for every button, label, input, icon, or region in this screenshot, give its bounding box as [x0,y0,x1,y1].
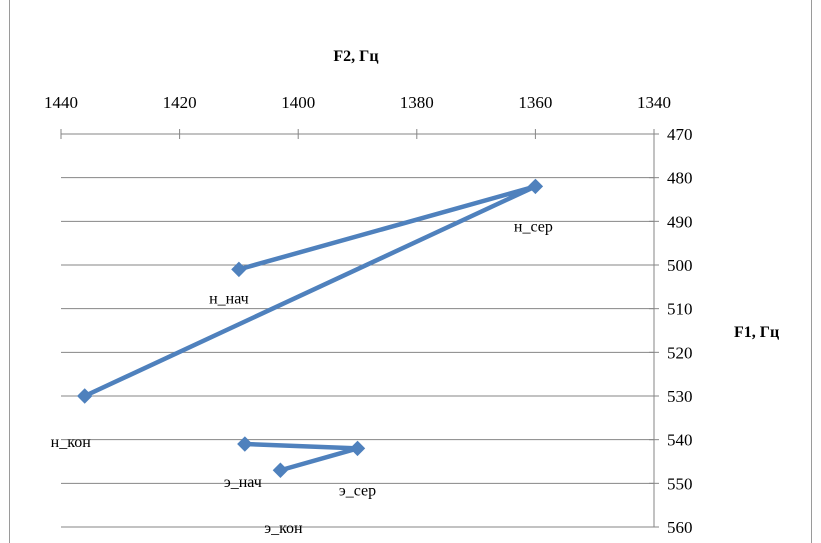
y-tick-label: 500 [667,256,693,275]
data-label: э_кон [264,520,303,537]
x-tick-label: 1420 [163,93,197,112]
gridlines [61,177,654,528]
data-marker [272,462,289,478]
data-label: н_сер [514,218,553,235]
y-tick-label: 470 [667,125,693,144]
data-label: э_нач [224,474,262,491]
data-marker [527,178,544,195]
x-tick-label: 1440 [44,93,78,112]
x-tick-label: 1340 [637,93,671,112]
data-label: н_кон [51,434,92,451]
y-axis-title: F1, Гц [734,324,779,341]
data-marker [237,436,253,452]
series-line [242,441,360,473]
x-tick-label: 1360 [518,93,552,112]
x-tick-label: 1400 [281,93,315,112]
data-marker [349,440,366,457]
y-tick-label: 510 [667,300,693,319]
y-tick-label: 540 [667,431,693,450]
y-tick-label: 560 [667,518,693,537]
data-labels: н_нач н_сер н_кон э_нач э_сер э_кон [51,218,553,537]
y-tick-label: 530 [667,387,693,406]
series-lines [82,184,538,473]
axes: 470 480 490 500 510 520 530 540 550 560 1440 1420 14… [44,93,693,537]
y-tick-label: 480 [667,169,693,188]
y-tick-label: 520 [667,343,693,362]
data-marker [77,388,93,404]
x-axis-title: F2, Гц [333,48,378,65]
x-tick-label: 1380 [400,93,434,112]
data-marker [231,261,247,278]
data-label: н_нач [209,290,249,307]
data-markers [77,178,544,478]
data-label: э_сер [339,482,376,499]
series-line [82,184,538,399]
y-tick-label: 550 [667,474,693,493]
y-tick-label: 490 [667,212,693,231]
chart-frame [9,0,812,543]
